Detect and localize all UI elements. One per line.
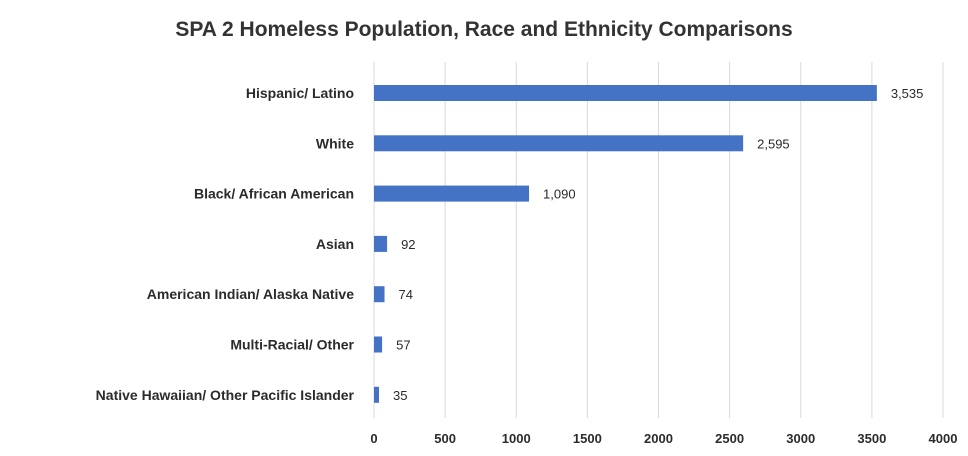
x-tick-label: 1000 <box>502 431 531 446</box>
bar <box>374 135 744 152</box>
category-labels: Hispanic/ Latino White Black/ African Amer… <box>96 85 355 403</box>
bar <box>374 336 383 353</box>
data-label: 57 <box>396 338 410 353</box>
data-label: 2,595 <box>757 136 790 151</box>
x-axis-ticks: 0 500 1000 1500 2000 2500 3000 3500 4000 <box>370 431 957 446</box>
x-tick-label: 2500 <box>715 431 744 446</box>
chart-title: SPA 2 Homeless Population, Race and Ethn… <box>175 18 793 41</box>
category-label: Hispanic/ Latino <box>246 85 354 101</box>
x-tick-label: 0 <box>370 431 377 446</box>
category-label: Asian <box>316 236 354 252</box>
bar <box>374 386 379 403</box>
x-tick-label: 2000 <box>644 431 673 446</box>
x-tick-label: 4000 <box>929 431 958 446</box>
category-label: White <box>316 135 354 151</box>
data-label: 92 <box>401 237 415 252</box>
category-label: American Indian/ Alaska Native <box>147 286 354 302</box>
gridlines <box>373 62 944 418</box>
category-label: Native Hawaiian/ Other Pacific Islander <box>96 387 355 403</box>
bar <box>374 286 385 303</box>
data-label: 74 <box>399 287 413 302</box>
x-tick-label: 1500 <box>573 431 602 446</box>
x-tick-label: 500 <box>434 431 456 446</box>
x-tick-label: 3000 <box>786 431 815 446</box>
category-label: Multi-Racial/ Other <box>230 337 354 353</box>
bar <box>374 85 877 101</box>
data-labels: 3,535 2,595 1,090 92 74 57 35 <box>393 86 923 403</box>
x-tick-label: 3500 <box>857 431 886 446</box>
data-label: 3,535 <box>891 86 924 101</box>
category-label: Black/ African American <box>194 186 354 202</box>
bars <box>374 85 877 403</box>
bar <box>374 185 530 202</box>
data-label: 35 <box>393 388 407 403</box>
data-label: 1,090 <box>543 187 576 202</box>
bar <box>374 235 388 252</box>
